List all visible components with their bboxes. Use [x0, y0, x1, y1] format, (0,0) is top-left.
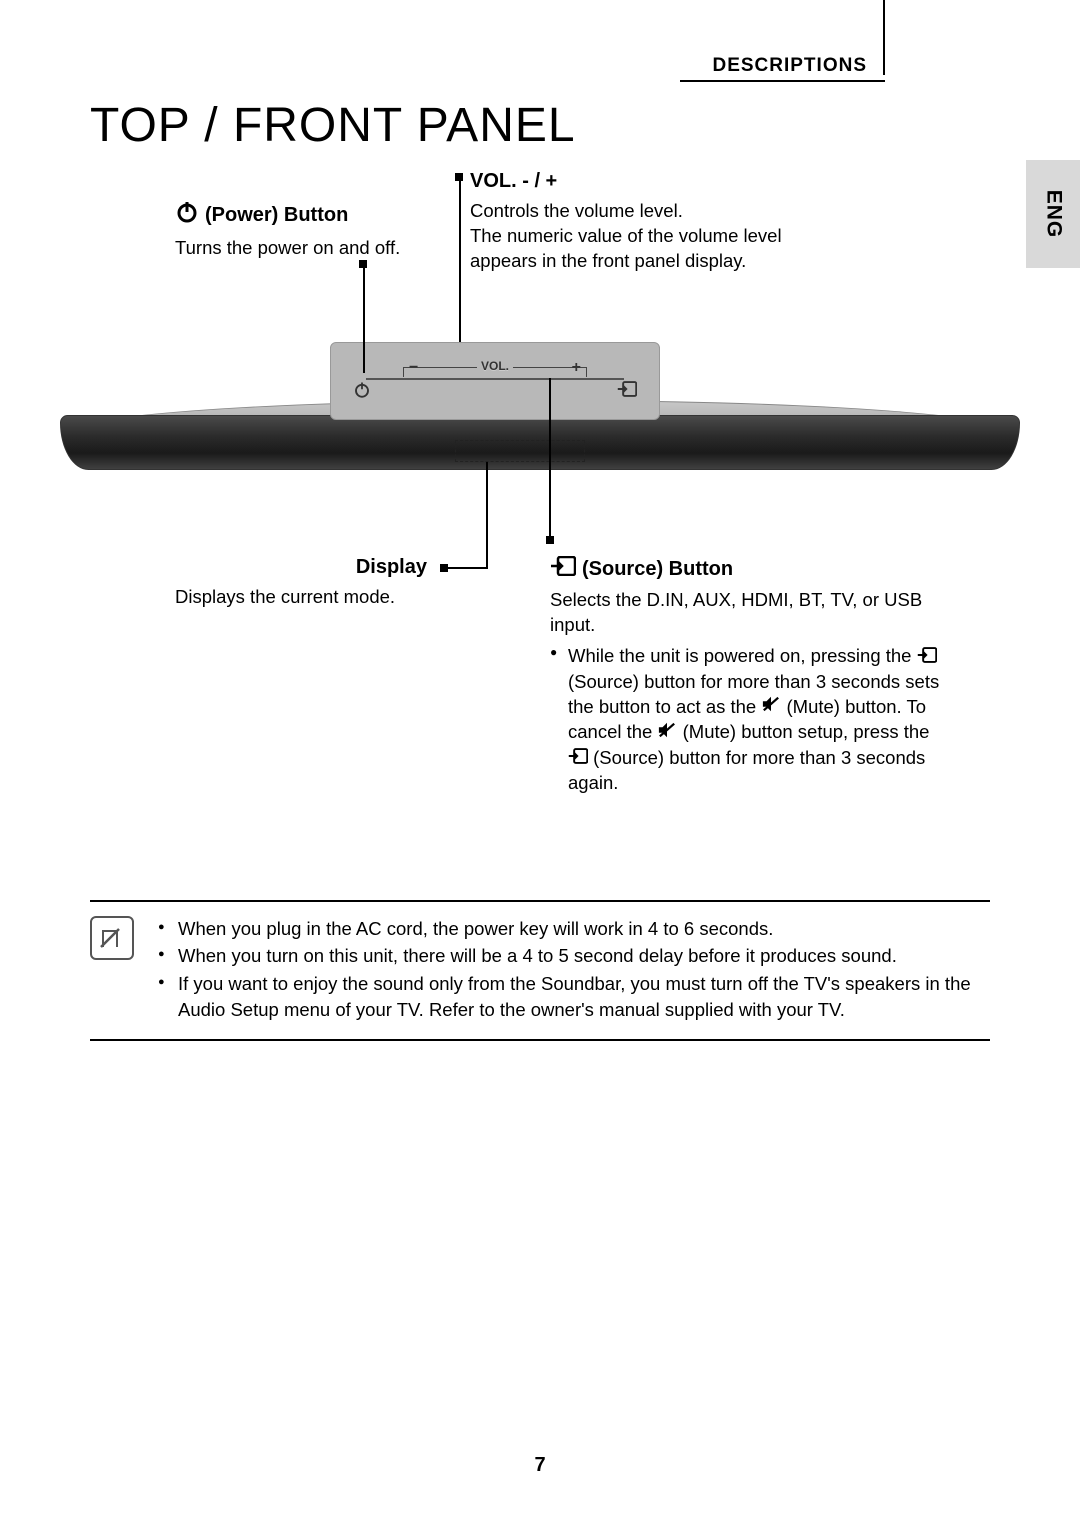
language-tab-label: ENG: [1041, 190, 1065, 239]
callout-display-body: Displays the current mode.: [175, 585, 445, 610]
leader-line: [459, 180, 461, 342]
text: (Source) button for more than 3 seconds …: [568, 747, 925, 794]
rule: [90, 1039, 990, 1041]
language-tab: ENG: [1026, 160, 1080, 268]
panel-illustration: VOL. − +: [60, 320, 1020, 520]
note-item: If you want to enjoy the sound only from…: [158, 971, 990, 1023]
note-icon: [90, 916, 134, 960]
notes-section: When you plug in the AC cord, the power …: [90, 900, 990, 1041]
callout-display-title: Display: [356, 556, 427, 579]
callout-volume-title: VOL. - / +: [470, 170, 557, 193]
control-plate: VOL. − +: [330, 342, 660, 420]
callout-source-bullet: While the unit is powered on, pressing t…: [550, 644, 950, 796]
source-icon: [550, 556, 576, 582]
leader-line: [486, 462, 488, 569]
vol-minus: −: [409, 359, 418, 377]
header-underline: [680, 80, 885, 82]
text: (Mute) button setup, press the: [683, 721, 930, 742]
callout-source: (Source) Button Selects the D.IN, AUX, H…: [550, 556, 950, 796]
power-icon: [175, 200, 199, 230]
notes-list: When you plug in the AC cord, the power …: [158, 916, 990, 1026]
source-icon: [917, 645, 937, 670]
callout-power: (Power) Button Turns the power on and of…: [175, 200, 435, 261]
vol-label: VOL.: [477, 359, 513, 373]
vol-track: [366, 378, 624, 380]
note-item: When you turn on this unit, there will b…: [158, 943, 990, 969]
callout-volume-body: Controls the volume level. The numeric v…: [470, 199, 830, 274]
page-number: 7: [534, 1454, 545, 1477]
leader-line: [549, 378, 551, 540]
callout-power-title: (Power) Button: [205, 204, 348, 227]
header-rule-vertical: [883, 0, 885, 75]
callout-source-body: Selects the D.IN, AUX, HDMI, BT, TV, or …: [550, 588, 950, 638]
callout-source-title: (Source) Button: [582, 558, 733, 581]
power-icon: [353, 381, 371, 404]
text: While the unit is powered on, pressing t…: [568, 645, 917, 666]
leader-line: [363, 263, 365, 373]
section-label: DESCRIPTIONS: [712, 55, 867, 77]
display-indicator: [455, 440, 585, 462]
callout-volume: VOL. - / + Controls the volume level. Th…: [470, 170, 830, 274]
callout-display: Display Displays the current mode.: [175, 556, 445, 610]
source-icon: [617, 381, 637, 402]
mute-icon: [761, 695, 781, 720]
vol-plus: +: [572, 359, 581, 377]
mute-icon: [657, 721, 677, 746]
page-title: TOP / FRONT PANEL: [90, 98, 576, 153]
note-item: When you plug in the AC cord, the power …: [158, 916, 990, 942]
source-icon: [568, 746, 588, 771]
callout-power-body: Turns the power on and off.: [175, 236, 435, 261]
leader-line: [444, 567, 488, 569]
